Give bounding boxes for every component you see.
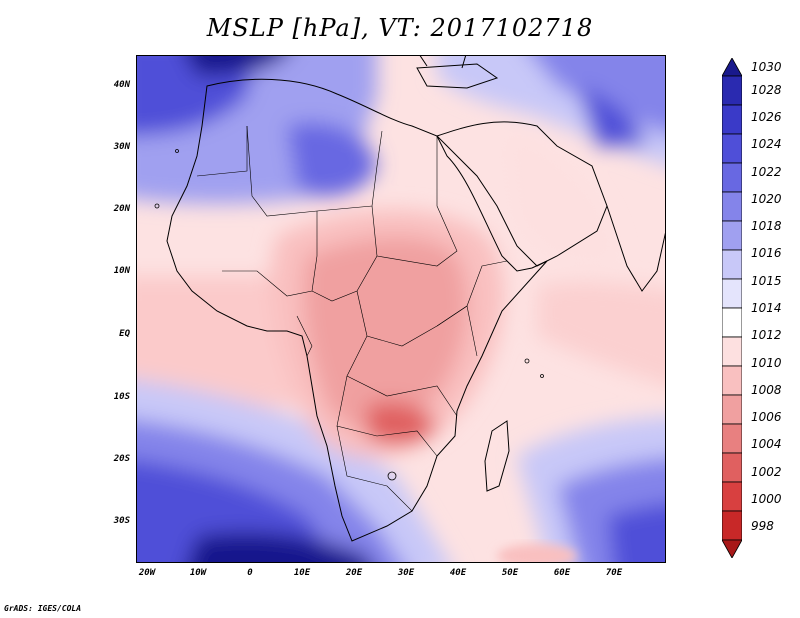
colorbar-label: 1000	[751, 492, 782, 507]
colorbar-box	[722, 423, 742, 454]
lon-label-70e: 70E	[605, 568, 623, 578]
lon-label-20w: 20W	[138, 568, 156, 578]
colorbar-label: 1016	[751, 246, 782, 261]
lon-label-10e: 10E	[293, 568, 311, 578]
lon-label-10w: 10W	[189, 568, 207, 578]
colorbar-label: 1028	[751, 82, 782, 97]
lat-label-10n: 10N	[113, 266, 130, 276]
lat-label-30n: 30N	[113, 142, 130, 152]
field-shading	[137, 56, 665, 562]
colorbar-label: 1015	[751, 273, 782, 288]
colorbar-label: 1008	[751, 382, 782, 397]
lon-label-40e: 40E	[449, 568, 467, 578]
lat-label-30s: 30S	[113, 516, 130, 526]
colorbar-box	[722, 510, 742, 541]
colorbar-label: 1026	[751, 109, 782, 124]
islands	[154, 149, 544, 481]
colorbar-box	[722, 278, 742, 309]
colorbar-label: 998	[751, 519, 774, 534]
lat-label-eq: EQ	[119, 329, 130, 339]
colorbar-box	[722, 365, 742, 396]
map-title: MSLP [hPa], VT: 2017102718	[206, 14, 594, 42]
coastlines	[166, 56, 665, 542]
colorbar-box	[722, 394, 742, 425]
colorbar-label: 1014	[751, 301, 782, 315]
pressure-map	[136, 55, 666, 563]
pressure-field	[137, 56, 665, 562]
colorbar-label: 1002	[751, 464, 782, 479]
colorbar-box	[722, 249, 742, 280]
colorbar-box	[722, 75, 742, 106]
colorbar-label: 1006	[751, 410, 782, 425]
lon-label-60e: 60E	[553, 568, 571, 578]
lat-label-20n: 20N	[113, 204, 130, 214]
colorbar-bottom-arrow	[722, 539, 742, 558]
colorbar	[722, 58, 742, 558]
lon-label-0: 0	[247, 568, 253, 578]
lat-label-10s: 10S	[113, 392, 130, 402]
colorbar-label: 1030	[751, 60, 782, 74]
grads-credit: GrADS: IGES/COLA	[4, 604, 82, 613]
colorbar-box	[722, 191, 742, 222]
lon-label-20e: 20E	[345, 568, 363, 578]
colorbar-box	[722, 220, 742, 251]
colorbar-box	[722, 104, 742, 135]
colorbar-top-arrow	[722, 58, 742, 77]
lon-label-50e: 50E	[501, 568, 519, 578]
country-borders	[196, 125, 508, 512]
colorbar-label: 1004	[751, 437, 782, 452]
colorbar-box	[722, 133, 742, 164]
local-low	[497, 544, 577, 562]
lat-label-40n: 40N	[113, 80, 130, 90]
colorbar-label: 1022	[751, 164, 782, 179]
colorbar-box	[722, 481, 742, 512]
colorbar-box	[722, 162, 742, 193]
colorbar-label: 1024	[751, 137, 782, 152]
colorbar-label: 1020	[751, 191, 782, 206]
colorbar-label: 1018	[751, 219, 782, 234]
lat-label-20s: 20S	[113, 454, 130, 464]
colorbar-box	[722, 336, 742, 367]
colorbar-box	[722, 307, 742, 338]
colorbar-box	[722, 452, 742, 483]
lon-label-30e: 30E	[397, 568, 415, 578]
colorbar-label: 1012	[751, 328, 782, 343]
colorbar-label: 1010	[751, 355, 782, 370]
